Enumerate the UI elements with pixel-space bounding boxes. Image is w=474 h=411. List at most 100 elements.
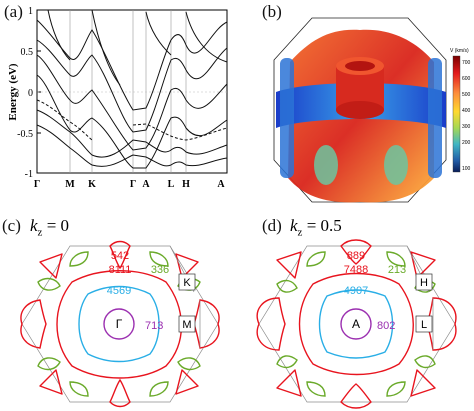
m-label-box	[178, 315, 196, 333]
colorbar-tick: 100	[462, 166, 471, 172]
colorbar	[452, 55, 461, 173]
ytick-label: -0.5	[17, 129, 33, 140]
green-pocket	[386, 251, 406, 267]
value-red-inner: 7488	[344, 264, 368, 276]
panel-b-label: (b)	[262, 2, 282, 21]
kz-sub: z	[37, 226, 43, 239]
green-pocket	[306, 251, 326, 267]
red-pocket	[39, 369, 63, 395]
red-pocket	[175, 253, 199, 279]
xtick-label: K	[88, 179, 96, 190]
gamma-point-label: Γ	[116, 317, 123, 331]
value-red-top: 542	[111, 250, 129, 262]
cylinder-bottom	[336, 101, 384, 119]
colorbar-title: V (km/s)	[450, 48, 469, 54]
brillouin-zone	[273, 17, 447, 203]
band-axes	[36, 9, 228, 174]
kz-value: = 0	[42, 216, 70, 235]
blue-pillar	[280, 58, 294, 178]
central-cylinder	[336, 57, 384, 119]
band-line	[36, 39, 228, 133]
cylinder-hole	[345, 61, 375, 71]
green-pocket	[37, 277, 61, 291]
purple-contour	[340, 308, 372, 340]
xtick-label: M	[65, 179, 75, 190]
green-pocket	[276, 279, 298, 293]
xtick-label: A	[142, 179, 150, 190]
red-pocket	[193, 299, 220, 349]
red-pocket	[276, 251, 302, 279]
green-pocket	[69, 251, 89, 267]
band-line	[47, 9, 228, 86]
band-line	[36, 99, 228, 141]
kz-value: = 0.5	[302, 216, 342, 235]
panel-d-label: (d)	[262, 216, 282, 235]
ytick-label: 0	[28, 88, 33, 99]
colorbar-tick: 300	[462, 124, 471, 130]
k-label-box	[178, 273, 196, 291]
red-pocket	[39, 253, 63, 279]
red-pocket	[410, 251, 436, 279]
panel-a-label: (a)	[4, 2, 23, 21]
band-line	[36, 74, 228, 169]
green-pocket	[177, 357, 201, 371]
value-red-inner: 8111	[109, 264, 132, 276]
red-pocket	[256, 297, 286, 351]
band-structure-plot: 1 0.5 0 -0.5 -1 Energy (eV) Γ M K Γ A L …	[7, 6, 228, 190]
green-pocket	[386, 381, 406, 397]
kz-symbol: k	[290, 216, 298, 235]
colorbar-tick: 400	[462, 108, 471, 114]
xtick-label: L	[168, 179, 175, 190]
green-pocket	[384, 145, 408, 185]
contour-group	[256, 239, 457, 409]
red-pocket	[20, 299, 47, 349]
band-line	[36, 54, 228, 151]
kz-sub: z	[297, 226, 303, 239]
green-pocket	[37, 357, 61, 371]
l-point-label: L	[421, 319, 427, 331]
fermi-contour-kz0: K M Γ 542 8111 336 4569 713	[20, 240, 220, 408]
value-purple: 713	[145, 320, 163, 332]
ytick-label: -1	[25, 169, 33, 180]
kz-symbol: k	[30, 216, 38, 235]
xtick-label: Γ	[34, 179, 40, 190]
purple-contour	[103, 308, 135, 340]
band-lines	[36, 9, 228, 169]
l-label-box	[415, 315, 433, 333]
ytick-label: 1	[28, 6, 33, 17]
green-pocket	[149, 381, 169, 397]
value-green: 213	[388, 264, 406, 276]
band-line	[36, 109, 228, 158]
value-green: 336	[151, 264, 169, 276]
red-pocket	[109, 378, 131, 408]
y-axis-label: Energy (eV)	[7, 63, 19, 120]
band-line	[36, 19, 228, 111]
h-label-box	[415, 273, 433, 291]
value-blue: 4907	[344, 285, 368, 297]
green-pocket	[314, 145, 338, 185]
h-point-label: H	[420, 277, 428, 289]
green-pocket	[306, 381, 326, 397]
green-pocket	[414, 355, 436, 369]
a-point-label: A	[352, 317, 360, 331]
red-pocket	[410, 369, 436, 397]
fermi-contour-kz05: H L A 889 7488 213 4907 802	[256, 239, 457, 409]
m-point-label: M	[182, 319, 191, 331]
colorbar-tick: 600	[462, 76, 471, 82]
xtick-label: Γ	[130, 179, 136, 190]
fermi-surface-3d: V (km/s) 700 600 500 400 300 200 100	[273, 17, 471, 203]
red-pocket	[340, 239, 372, 265]
xtick-label: A	[217, 179, 225, 190]
value-red-top: 889	[347, 250, 365, 262]
red-contour	[298, 272, 414, 376]
blue-contour	[318, 289, 394, 359]
colorbar-tick: 200	[462, 140, 471, 146]
red-pocket	[175, 369, 199, 395]
value-purple: 802	[377, 320, 395, 332]
green-pocket	[276, 355, 298, 369]
k-point-label: K	[183, 277, 191, 289]
bz-outline	[273, 17, 447, 203]
green-pocket	[69, 381, 89, 397]
colorbar-tick: 500	[462, 92, 471, 98]
